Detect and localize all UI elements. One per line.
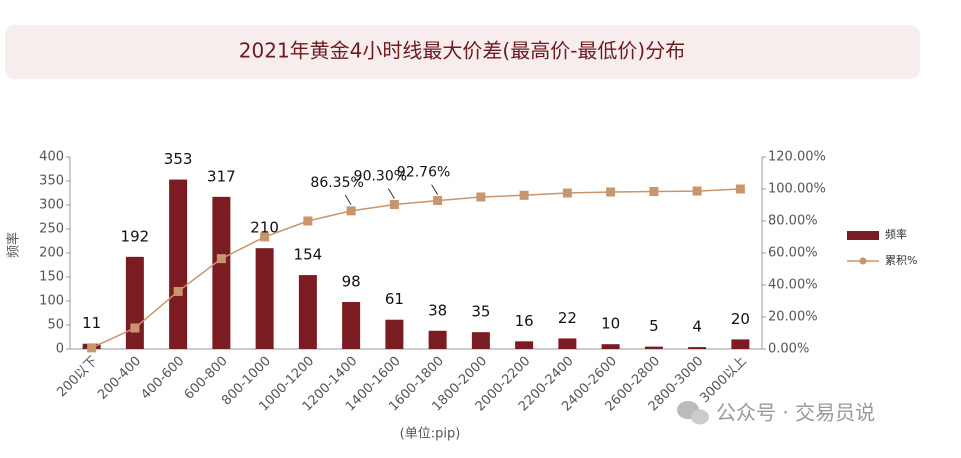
watermark-icon	[677, 401, 709, 425]
bar-value-label: 192	[121, 227, 150, 245]
bar	[644, 346, 663, 349]
line	[91, 188, 741, 349]
bar	[212, 196, 231, 349]
y2-tick-label: 60.00%	[768, 246, 818, 261]
bar	[125, 256, 144, 349]
legend-label: 累积%	[885, 254, 917, 267]
line-value-label: 90.30%	[354, 169, 407, 185]
y-tick-label: 150	[39, 270, 64, 285]
line-marker	[649, 186, 659, 196]
y-tick-label: 400	[39, 150, 64, 165]
bar	[428, 330, 447, 349]
bar-value-label: 154	[294, 246, 323, 264]
bar-value-label: 16	[515, 312, 534, 330]
x-tick-label: 200以下	[54, 354, 101, 401]
bar-value-label: 5	[649, 317, 659, 335]
y-tick-label: 50	[47, 318, 64, 333]
line-marker	[735, 184, 745, 194]
title-box	[5, 25, 920, 79]
x-axis-note: (单位:pip)	[400, 427, 461, 442]
bar-value-label: 20	[731, 310, 750, 328]
line-marker	[87, 343, 97, 353]
y-tick-label: 300	[39, 198, 64, 213]
watermark: 公众号 · 交易员说	[716, 401, 875, 425]
line-value-label: 86.35%	[310, 175, 363, 191]
bar-value-label: 98	[342, 272, 361, 290]
legend-swatch-marker	[859, 257, 867, 265]
y2-tick-label: 0.00%	[768, 342, 809, 357]
line-marker	[216, 254, 226, 264]
y2-tick-label: 80.00%	[768, 214, 818, 229]
bar	[601, 344, 620, 349]
y2-tick-label: 20.00%	[768, 310, 818, 325]
bar	[255, 248, 274, 349]
label-leader	[344, 194, 352, 206]
line-marker	[562, 188, 572, 198]
x-tick-label: 200-400	[95, 354, 144, 403]
legend-swatch	[847, 231, 879, 240]
line-marker	[519, 190, 529, 200]
line-value-label: 92.76%	[397, 165, 450, 181]
bar	[515, 341, 534, 349]
line-marker	[346, 206, 356, 216]
line-marker	[606, 187, 616, 197]
label-leader	[387, 188, 395, 199]
bar-value-label: 317	[207, 167, 236, 185]
bar	[688, 347, 707, 349]
y-tick-label: 200	[39, 246, 64, 261]
legend-label: 频率	[885, 227, 907, 241]
label-leader	[431, 184, 439, 195]
line-marker	[173, 286, 183, 296]
y2-tick-label: 40.00%	[768, 278, 818, 293]
bar-value-label: 35	[471, 303, 490, 321]
bar-value-label: 10	[601, 315, 620, 333]
y-tick-label: 100	[39, 294, 64, 309]
line-marker	[303, 216, 313, 226]
bar-value-label: 61	[385, 290, 404, 308]
line-marker	[433, 196, 443, 206]
bar	[298, 275, 317, 349]
y-tick-label: 350	[39, 174, 64, 189]
bar-value-label: 4	[692, 318, 702, 336]
line-marker	[389, 200, 399, 210]
bar	[385, 319, 404, 349]
y-axis-label: 频率	[6, 232, 22, 258]
x-tick-label: 3000以上	[697, 354, 749, 406]
bar	[731, 339, 750, 349]
line-marker	[476, 192, 486, 202]
chart-title: 2021年黄金4小时线最大价差(最高价-最低价)分布	[239, 39, 685, 63]
x-tick-label: 400-600	[138, 354, 187, 403]
y2-tick-label: 100.00%	[768, 182, 826, 197]
line-marker	[260, 232, 270, 242]
bar	[169, 179, 188, 349]
bar	[558, 338, 577, 349]
bar-value-label: 22	[558, 309, 577, 327]
line-marker	[692, 186, 702, 196]
bar	[342, 301, 361, 349]
y-tick-label: 250	[39, 222, 64, 237]
bar-value-label: 353	[164, 150, 193, 168]
bar	[471, 332, 490, 349]
bar-value-label: 210	[250, 219, 279, 237]
y2-tick-label: 120.00%	[768, 150, 826, 165]
line-marker	[130, 323, 140, 333]
bar-value-label: 38	[428, 301, 447, 319]
y-tick-label: 0	[56, 342, 64, 357]
bar-value-label: 11	[82, 314, 101, 332]
